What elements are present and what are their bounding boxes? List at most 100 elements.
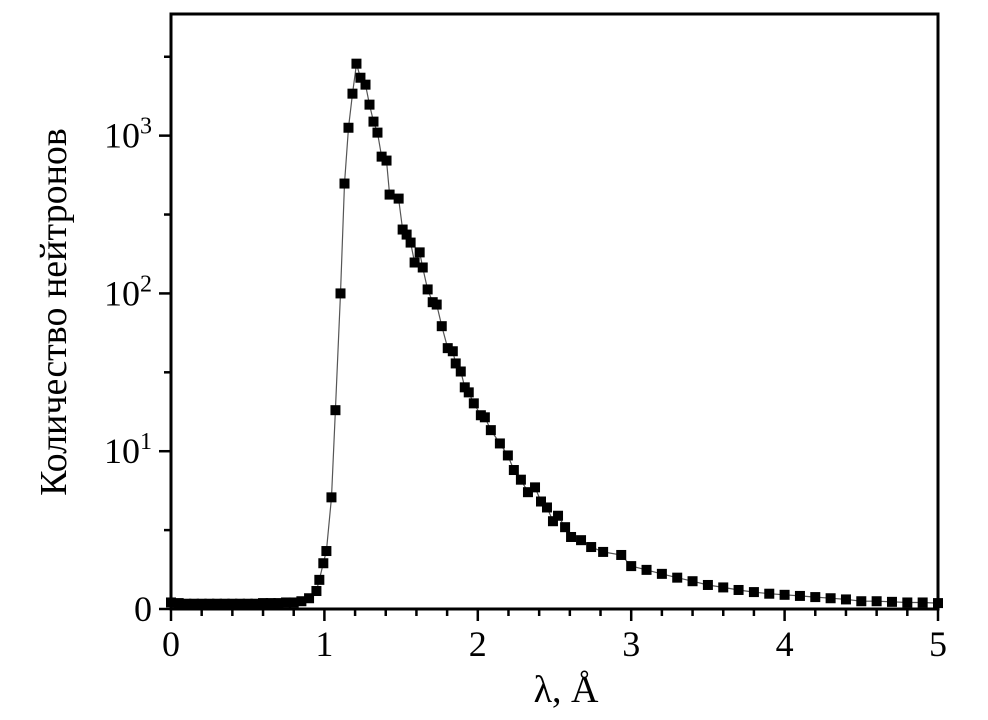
data-point — [330, 405, 341, 416]
data-point — [314, 574, 325, 585]
data-point — [409, 257, 420, 268]
y-tick-label: 103 — [104, 114, 152, 156]
y-axis-title: Количество нейтронов — [33, 128, 75, 496]
data-point — [494, 438, 505, 449]
data-point — [479, 412, 490, 423]
data-point — [181, 598, 192, 609]
data-point — [447, 346, 458, 357]
data-point — [779, 589, 790, 600]
axis-ticks — [159, 55, 940, 621]
data-point — [397, 224, 408, 235]
data-point — [355, 72, 366, 83]
x-tick-label: 1 — [315, 624, 333, 664]
data-point — [687, 576, 698, 587]
data-point — [321, 546, 332, 557]
data-point — [794, 590, 805, 601]
data-point — [212, 598, 223, 609]
data-point — [485, 425, 496, 436]
data-point — [718, 582, 729, 593]
data-point — [372, 127, 383, 138]
data-point — [436, 321, 447, 332]
data-point — [281, 597, 292, 608]
data-point — [258, 598, 269, 609]
data-point — [296, 596, 307, 607]
data-point — [560, 522, 571, 533]
y-tick-label: 101 — [104, 429, 152, 471]
data-point — [641, 564, 652, 575]
data-point — [598, 546, 609, 557]
data-layer — [166, 58, 943, 609]
data-point — [442, 343, 453, 354]
data-point — [368, 116, 379, 127]
data-point — [672, 572, 683, 583]
data-point — [273, 598, 284, 609]
data-point — [547, 516, 558, 527]
data-point — [468, 398, 479, 409]
data-point — [318, 558, 329, 569]
data-point — [626, 561, 637, 572]
data-point — [702, 579, 713, 590]
data-point — [250, 598, 261, 609]
data-point — [871, 596, 882, 607]
data-point — [459, 382, 470, 393]
data-point — [764, 588, 775, 599]
x-tick-label: 4 — [776, 624, 794, 664]
data-point — [235, 598, 246, 609]
y-tick-label: 102 — [104, 271, 152, 313]
data-point — [414, 247, 425, 258]
data-point — [347, 88, 358, 99]
data-point — [381, 155, 392, 166]
data-point — [502, 450, 513, 461]
data-point — [364, 99, 375, 110]
data-point — [431, 299, 442, 310]
data-point — [530, 482, 541, 493]
data-point — [204, 598, 215, 609]
data-point — [422, 284, 433, 295]
data-point — [196, 598, 207, 609]
data-point — [886, 596, 897, 607]
x-axis-title: λ, Å — [534, 669, 599, 711]
data-point — [227, 598, 238, 609]
data-point — [393, 193, 404, 204]
data-point — [515, 474, 526, 485]
data-point — [351, 58, 362, 69]
data-point — [508, 465, 519, 476]
data-point — [304, 593, 315, 604]
y-tick-label: 0 — [134, 589, 152, 629]
x-tick-label: 0 — [162, 624, 180, 664]
x-tick-label: 2 — [469, 624, 487, 664]
tick-labels: 0 1 2 3 4 5 0 101 102 103 — [104, 114, 947, 664]
data-point — [541, 502, 552, 513]
data-point — [522, 487, 533, 498]
data-point — [810, 592, 821, 603]
data-point — [360, 79, 371, 90]
data-point — [656, 568, 667, 579]
data-point — [840, 594, 851, 605]
data-point — [335, 288, 346, 299]
data-point — [733, 584, 744, 595]
data-point — [405, 237, 416, 248]
data-point — [401, 229, 412, 240]
data-point — [553, 510, 564, 521]
data-point — [856, 596, 867, 607]
data-point — [450, 358, 461, 369]
data-point — [326, 492, 337, 503]
x-tick-label: 3 — [622, 624, 640, 664]
data-point — [917, 597, 928, 608]
data-point — [463, 387, 474, 398]
data-point — [616, 549, 627, 560]
data-point — [219, 598, 230, 609]
x-tick-label: 5 — [929, 624, 947, 664]
data-point — [748, 587, 759, 598]
data-point — [242, 598, 253, 609]
data-point — [586, 542, 597, 553]
data-point — [455, 366, 466, 377]
data-point — [189, 598, 200, 609]
data-point — [311, 586, 322, 597]
data-point — [825, 593, 836, 604]
data-point — [343, 122, 354, 133]
plot-frame — [169, 12, 940, 611]
data-point — [566, 531, 577, 542]
data-point — [384, 189, 395, 200]
